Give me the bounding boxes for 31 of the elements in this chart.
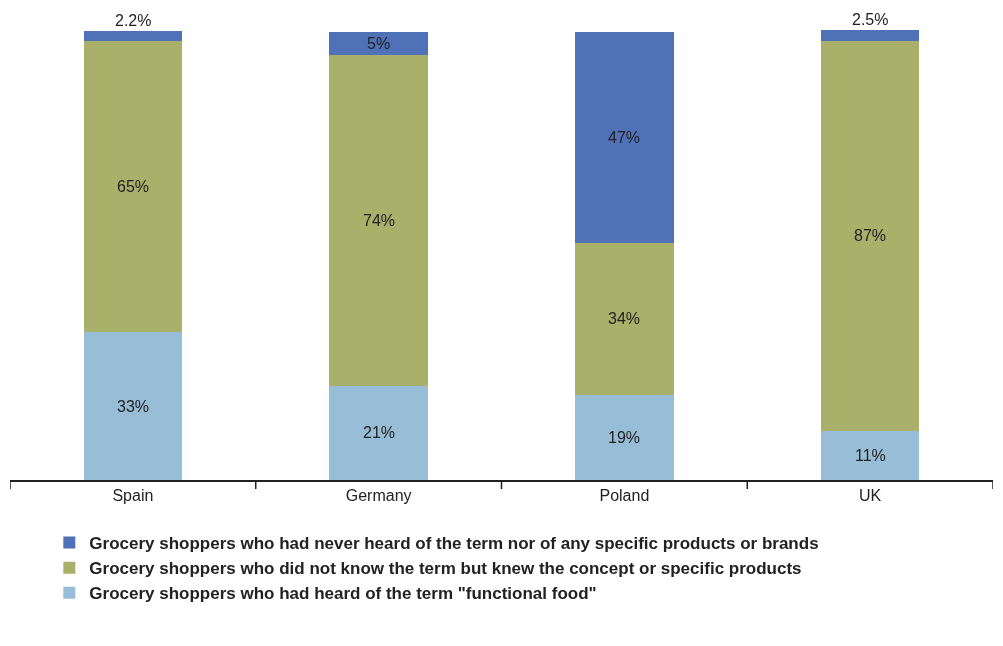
x-tick-label: UK: [859, 486, 882, 504]
bar: [329, 54, 428, 386]
x-tick-label: Spain: [112, 486, 154, 504]
data-label: 34%: [608, 310, 641, 327]
legend-label: Grocery shoppers who had never heard of the term nor of any specific products or brands: [89, 534, 819, 554]
bar: [820, 41, 920, 431]
bar: [329, 385, 428, 480]
legend-label: Grocery shoppers who did not know the term but knew the concept or specific products: [89, 559, 802, 579]
bar: [575, 32, 674, 243]
data-label: 33%: [117, 398, 150, 415]
data-label: 21%: [363, 424, 396, 441]
data-label: 87%: [854, 227, 887, 244]
bar: [575, 242, 674, 395]
legend-label: Grocery shoppers who had heard of the term "functional food": [89, 584, 597, 604]
bar: [83, 332, 183, 480]
data-label: 19%: [608, 429, 641, 446]
data-label: 5%: [367, 35, 391, 52]
data-label: 2.5%: [852, 11, 889, 28]
bar: [820, 30, 920, 42]
bar: [329, 32, 428, 55]
x-tick-label: Poland: [599, 486, 650, 504]
data-label: 47%: [608, 129, 641, 146]
bar: [575, 394, 674, 480]
data-label: 65%: [117, 178, 150, 195]
x-tick-label: Germany: [345, 486, 412, 504]
data-label: 11%: [855, 447, 886, 464]
bar: [820, 430, 920, 480]
bar: [83, 41, 183, 333]
data-label: 74%: [363, 212, 396, 229]
data-label: 2.2%: [115, 12, 152, 29]
bar: [83, 31, 183, 42]
